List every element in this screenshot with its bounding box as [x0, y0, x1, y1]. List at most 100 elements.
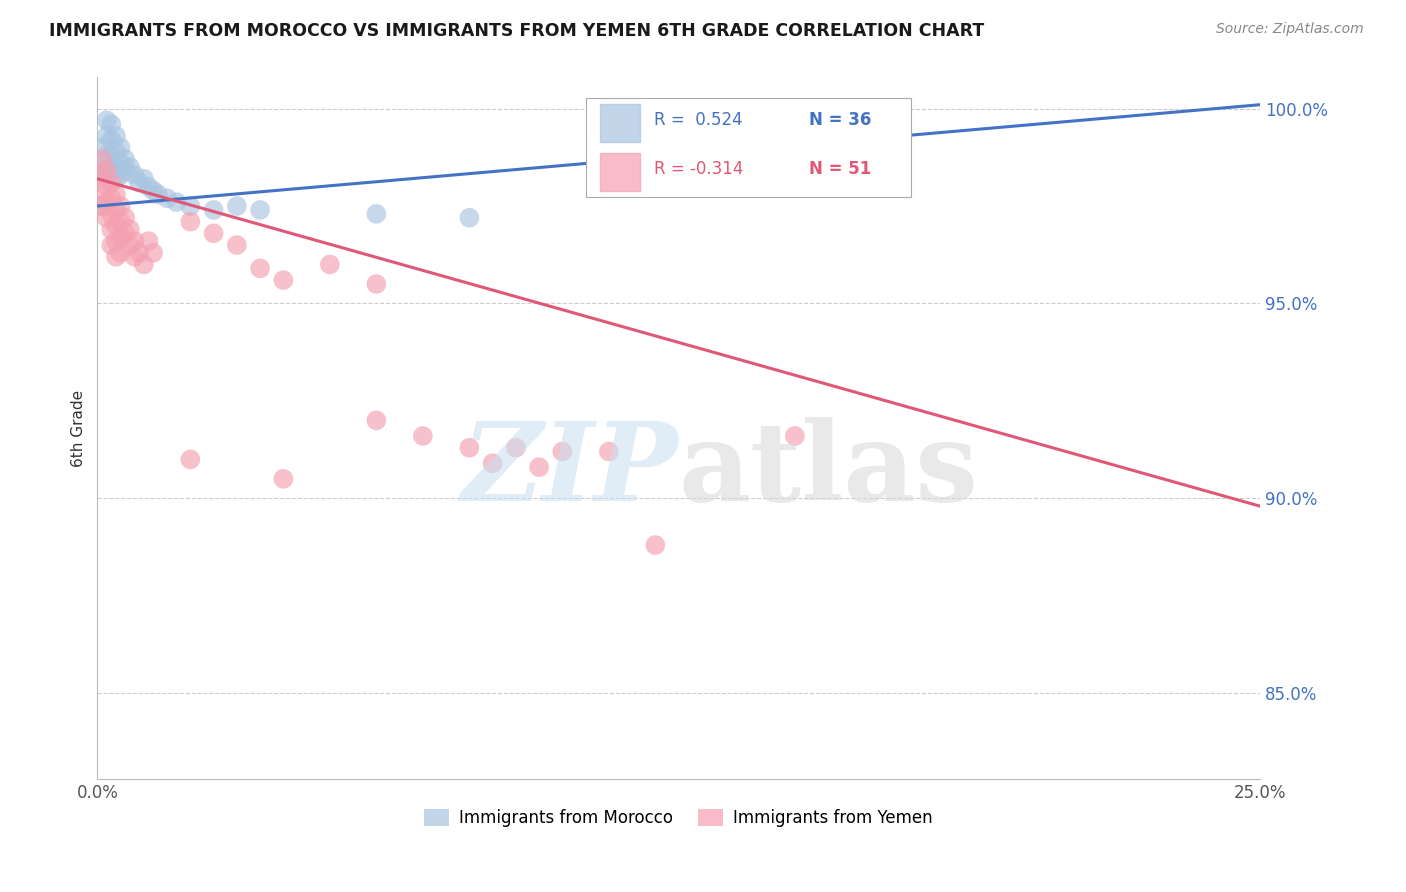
Point [273, 472, 295, 486]
Point [104, 234, 127, 248]
Text: atlas: atlas [679, 417, 979, 524]
Text: Source: ZipAtlas.com: Source: ZipAtlas.com [1216, 22, 1364, 37]
Point [96, 179, 118, 194]
Bar [599, 153, 640, 192]
Point [104, 145, 127, 159]
Point [179, 214, 201, 228]
Point [505, 441, 527, 455]
FancyBboxPatch shape [586, 98, 911, 197]
Point [319, 258, 342, 272]
Point [110, 245, 132, 260]
Point [110, 199, 132, 213]
Point [96, 195, 118, 210]
Point [830, 110, 852, 124]
Point [273, 273, 295, 287]
Point [110, 140, 132, 154]
Point [100, 238, 122, 252]
Point [96, 113, 118, 128]
Text: N = 51: N = 51 [808, 160, 872, 178]
Point [104, 128, 127, 143]
Text: R = -0.314: R = -0.314 [654, 160, 744, 178]
Bar [599, 103, 640, 143]
Point [146, 187, 169, 202]
Point [458, 441, 481, 455]
Point [100, 191, 122, 205]
Point [114, 153, 136, 167]
Point [110, 230, 132, 244]
Legend: Immigrants from Morocco, Immigrants from Yemen: Immigrants from Morocco, Immigrants from… [418, 802, 939, 834]
Point [100, 176, 122, 190]
Point [124, 234, 146, 248]
Point [91, 168, 114, 182]
Point [100, 117, 122, 131]
Point [124, 250, 146, 264]
Point [96, 211, 118, 225]
Point [132, 171, 155, 186]
Y-axis label: 6th Grade: 6th Grade [72, 390, 86, 467]
Text: IMMIGRANTS FROM MOROCCO VS IMMIGRANTS FROM YEMEN 6TH GRADE CORRELATION CHART: IMMIGRANTS FROM MOROCCO VS IMMIGRANTS FR… [49, 22, 984, 40]
Point [225, 199, 247, 213]
Point [91, 199, 114, 213]
Point [104, 202, 127, 217]
Point [104, 250, 127, 264]
Point [644, 538, 666, 552]
Point [114, 227, 136, 241]
Point [100, 164, 122, 178]
Point [104, 171, 127, 186]
Point [104, 187, 127, 202]
Point [91, 184, 114, 198]
Point [202, 202, 225, 217]
Text: ZIP: ZIP [463, 417, 679, 524]
Point [142, 184, 165, 198]
Point [91, 164, 114, 178]
Point [96, 164, 118, 178]
Point [366, 277, 388, 291]
Point [598, 444, 620, 458]
Point [132, 258, 155, 272]
Point [202, 227, 225, 241]
Point [458, 211, 481, 225]
Point [481, 456, 503, 470]
Point [249, 202, 271, 217]
Point [100, 222, 122, 236]
Point [156, 191, 179, 205]
Point [128, 245, 150, 260]
Point [110, 214, 132, 228]
Point [138, 179, 160, 194]
Point [114, 164, 136, 178]
Point [249, 261, 271, 276]
Point [179, 199, 201, 213]
Point [114, 211, 136, 225]
Point [104, 160, 127, 174]
Point [91, 199, 114, 213]
Point [551, 444, 574, 458]
Point [118, 222, 141, 236]
Point [96, 160, 118, 174]
Point [96, 128, 118, 143]
Text: N = 36: N = 36 [808, 111, 872, 128]
Point [91, 140, 114, 154]
Point [128, 176, 150, 190]
Point [110, 168, 132, 182]
Point [225, 238, 247, 252]
Point [142, 245, 165, 260]
Point [179, 452, 201, 467]
Point [91, 153, 114, 167]
Point [138, 234, 160, 248]
Point [100, 148, 122, 162]
Point [366, 413, 388, 427]
Point [110, 156, 132, 170]
Point [96, 148, 118, 162]
Point [118, 160, 141, 174]
Point [783, 429, 806, 443]
Point [100, 207, 122, 221]
Point [104, 219, 127, 233]
Point [100, 133, 122, 147]
Point [165, 195, 187, 210]
Point [366, 207, 388, 221]
Point [412, 429, 434, 443]
Point [527, 460, 550, 475]
Point [118, 238, 141, 252]
Text: R =  0.524: R = 0.524 [654, 111, 742, 128]
Point [124, 168, 146, 182]
